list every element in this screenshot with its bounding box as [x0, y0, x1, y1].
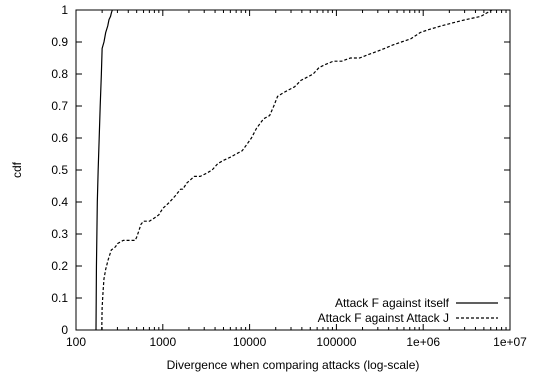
legend-label-1: Attack F against itself	[335, 296, 450, 310]
x-tick-label: 1e+06	[406, 335, 440, 349]
series-line-2	[101, 9, 493, 331]
y-tick-label: 0.2	[51, 259, 68, 273]
x-tick-label: 1000	[149, 335, 176, 349]
x-tick-label: 100	[66, 335, 86, 349]
legend-label-2: Attack F against Attack J	[318, 311, 449, 325]
x-axis-ticks: 100 1000 10000 100000 1e+06 1e+07	[66, 10, 527, 349]
y-tick-label: 0.8	[51, 67, 68, 81]
series-layer	[95, 9, 493, 331]
y-axis-ticks: 0 0.1 0.2 0.3 0.4 0.5 0.6 0.7 0.8 0.9 1	[51, 3, 510, 337]
x-tick-label: 100000	[316, 335, 356, 349]
y-tick-label: 0.1	[51, 291, 68, 305]
series-line-1	[95, 9, 113, 331]
plot-frame	[75, 9, 511, 331]
y-tick-label: 0.3	[51, 227, 68, 241]
y-tick-label: 0	[61, 323, 68, 337]
y-tick-label: 0.7	[51, 99, 68, 113]
y-tick-label: 0.5	[51, 163, 68, 177]
x-tick-label: 1e+07	[493, 335, 527, 349]
x-axis-title: Divergence when comparing attacks (log-s…	[167, 358, 420, 372]
y-tick-label: 0.6	[51, 131, 68, 145]
y-tick-label: 0.9	[51, 35, 68, 49]
x-tick-label: 10000	[233, 335, 267, 349]
y-tick-label: 0.4	[51, 195, 68, 209]
y-tick-label: 1	[61, 3, 68, 17]
y-axis-title: cdf	[10, 161, 24, 178]
